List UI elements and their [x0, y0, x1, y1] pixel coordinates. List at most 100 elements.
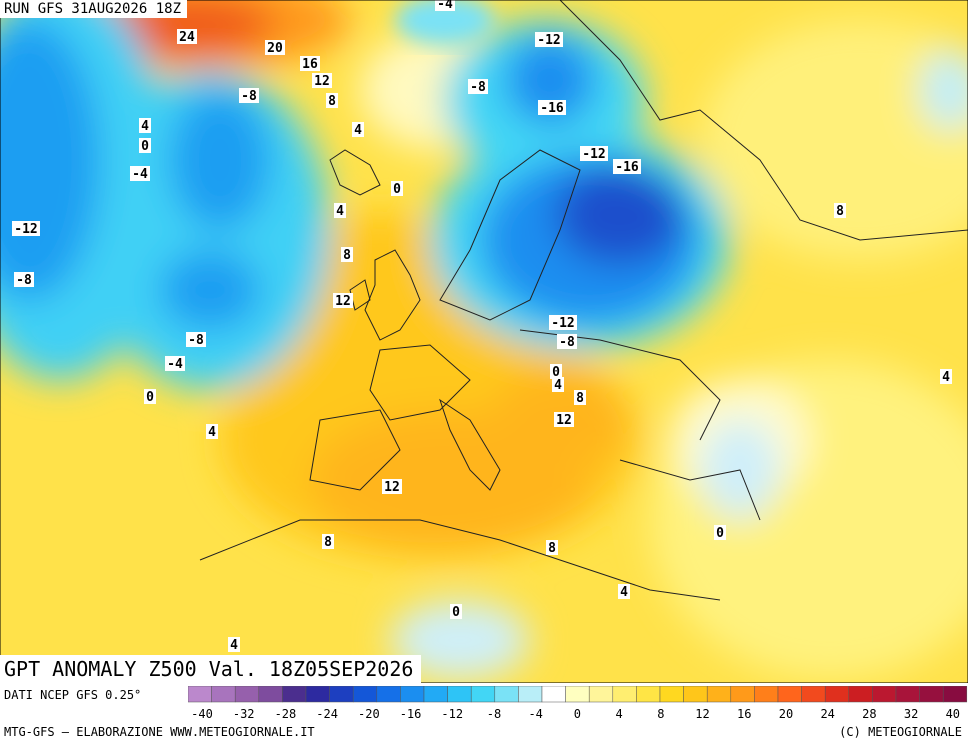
data-source-label: DATI NCEP GFS 0.25°: [4, 688, 142, 702]
contour-label: 0: [450, 604, 462, 620]
contour-label: 4: [552, 377, 564, 393]
svg-text:-12: -12: [551, 316, 574, 331]
colorbar-swatch: [188, 686, 212, 703]
svg-text:4: 4: [230, 638, 238, 653]
svg-text:-4: -4: [437, 0, 453, 12]
legend-area: DATI NCEP GFS 0.25° -40 -32 -28 -24 -20 -16 -1…: [0, 683, 968, 745]
colorbar-swatch: [895, 686, 920, 703]
svg-text:8: 8: [343, 248, 351, 263]
svg-text:-12: -12: [14, 222, 37, 237]
colorbar-tick-label: 40: [946, 707, 960, 721]
svg-text:-16: -16: [615, 160, 639, 175]
svg-text:0: 0: [716, 526, 724, 541]
colorbar-swatch: [659, 686, 684, 703]
contour-label: 0: [144, 389, 156, 405]
colorbar-swatch: [234, 686, 260, 703]
contour-label: 4: [618, 584, 630, 600]
colorbar-swatch: [942, 686, 968, 703]
colorbar-tick-label: 24: [820, 707, 834, 721]
colorbar-swatch: [777, 686, 802, 703]
colorbar-tick-label: 32: [904, 707, 918, 721]
contour-label: 20: [265, 40, 285, 56]
svg-text:-12: -12: [582, 147, 605, 162]
contour-label: 0: [714, 525, 726, 541]
contour-label: 8: [326, 93, 338, 109]
contour-label: 4: [206, 424, 218, 440]
svg-text:24: 24: [179, 30, 195, 45]
svg-text:20: 20: [267, 41, 283, 56]
contour-label: -16: [538, 100, 566, 116]
contour-label: 8: [574, 390, 586, 406]
colorbar-swatch: [588, 686, 614, 703]
svg-text:4: 4: [354, 123, 362, 138]
contour-label: 8: [546, 540, 558, 556]
colorbar-swatch: [305, 686, 330, 703]
colorbar-tick-label: -8: [487, 707, 501, 721]
colorbar-tick-label: 28: [862, 707, 876, 721]
colorbar-swatch: [494, 686, 519, 703]
colorbar-tick-label: -28: [275, 707, 297, 721]
colorbar-tick-label: 8: [657, 707, 664, 721]
svg-text:-4: -4: [132, 167, 148, 182]
contour-label: 4: [228, 637, 240, 653]
svg-text:8: 8: [548, 541, 556, 556]
map-title: GPT ANOMALY Z500 Val. 18Z05SEP2026: [0, 655, 422, 683]
contour-label: 12: [312, 73, 332, 89]
svg-text:-16: -16: [540, 101, 564, 116]
svg-text:4: 4: [336, 204, 344, 219]
colorbar-tick-label: -32: [233, 707, 255, 721]
contour-label: -4: [435, 0, 455, 12]
colorbar-swatch: [872, 686, 897, 703]
contour-label: 8: [322, 534, 334, 550]
colorbar-swatch: [352, 686, 378, 703]
svg-text:12: 12: [314, 74, 330, 89]
contour-label: -12: [12, 221, 40, 237]
contour-label: 4: [334, 203, 346, 219]
colorbar-tick-label: -24: [316, 707, 338, 721]
colorbar-tick-label: -12: [441, 707, 463, 721]
contour-label: -8: [14, 272, 34, 288]
colorbar-swatch: [518, 686, 543, 703]
svg-text:8: 8: [328, 94, 336, 109]
run-title: RUN GFS 31AUG2026 18Z: [0, 0, 188, 18]
svg-text:4: 4: [942, 370, 950, 385]
contour-label: -12: [549, 315, 577, 331]
colorbar-swatch: [919, 686, 944, 703]
colorbar-tick-label: -20: [358, 707, 380, 721]
contour-label: -8: [239, 88, 259, 104]
svg-text:-8: -8: [241, 89, 257, 104]
svg-text:0: 0: [146, 390, 154, 405]
contour-label: 8: [341, 247, 353, 263]
colorbar-tick-label: 0: [574, 707, 581, 721]
colorbar-tick-label: 16: [737, 707, 751, 721]
anomaly-field: [0, 0, 968, 683]
svg-text:8: 8: [836, 204, 844, 219]
colorbar-swatch: [470, 686, 496, 703]
contour-label: 12: [333, 293, 353, 309]
anomaly-map: 2420161284-4-840-4-12-804812-8-404-12-8-…: [0, 0, 968, 683]
colorbar-swatch: [329, 686, 354, 703]
colorbar-tick-label: -16: [400, 707, 422, 721]
colorbar-swatch: [754, 686, 779, 703]
colorbar-tick-label: 12: [695, 707, 709, 721]
svg-text:16: 16: [302, 57, 318, 72]
contour-label: -8: [468, 79, 488, 95]
colorbar-swatch: [541, 686, 566, 703]
contour-label: -8: [557, 334, 577, 350]
svg-text:0: 0: [393, 182, 401, 197]
colorbar-tick-label: -40: [191, 707, 213, 721]
svg-text:0: 0: [452, 605, 460, 620]
contour-label: 4: [352, 122, 364, 138]
colorbar-tick-label: 4: [615, 707, 622, 721]
svg-text:4: 4: [141, 119, 149, 134]
contour-label: 12: [382, 479, 402, 495]
contour-label: -4: [165, 356, 185, 372]
copyright-label: (C) METEOGIORNALE: [839, 725, 962, 739]
contour-label: -12: [535, 32, 563, 48]
contour-labels: 2420161284-4-840-4-12-804812-8-404-12-8-…: [12, 0, 952, 653]
svg-text:8: 8: [324, 535, 332, 550]
colorbar-swatch: [423, 686, 448, 703]
svg-text:-8: -8: [16, 273, 32, 288]
contour-label: 12: [554, 412, 574, 428]
svg-text:-12: -12: [537, 33, 560, 48]
